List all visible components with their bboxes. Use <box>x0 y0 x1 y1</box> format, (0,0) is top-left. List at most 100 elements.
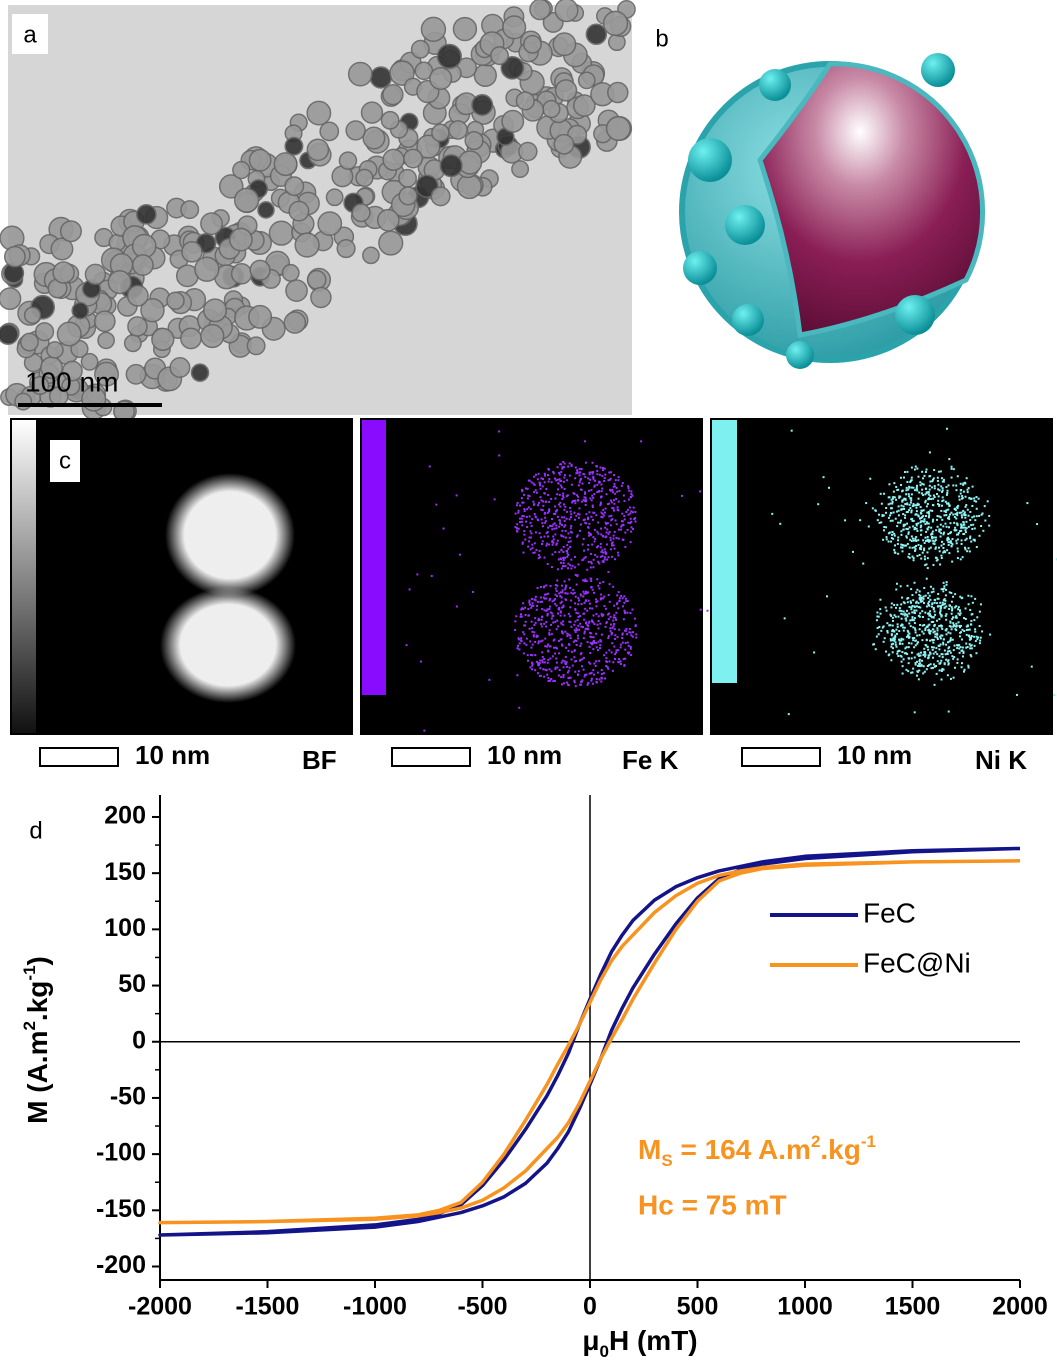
eds-dot <box>614 637 617 640</box>
eds-dot <box>919 517 922 520</box>
eds-dot <box>926 511 929 514</box>
eds-dot <box>940 669 943 672</box>
eds-dot <box>940 625 943 628</box>
eds-dot <box>580 665 583 668</box>
eds-dot <box>552 639 555 642</box>
eds-dot <box>946 549 949 552</box>
eds-dot <box>546 673 549 676</box>
particle <box>382 148 405 172</box>
eds-dot <box>967 547 970 550</box>
eds-dot <box>932 587 935 590</box>
eds-dot <box>535 636 538 639</box>
eds-dot <box>563 462 566 465</box>
eds-dot <box>903 507 906 510</box>
eds-dot <box>899 495 902 498</box>
eds-dot <box>925 644 928 647</box>
eds-dot <box>897 655 900 658</box>
eds-dot <box>554 497 557 500</box>
eds-dot <box>569 634 572 637</box>
eds-dot <box>562 556 565 559</box>
eds-dot <box>912 639 915 642</box>
eds-dot <box>944 522 947 525</box>
eds-dot <box>953 507 956 510</box>
eds-dot <box>583 618 586 621</box>
eds-dot <box>532 635 535 638</box>
eds-dot <box>939 635 942 638</box>
eds-dot <box>542 596 545 599</box>
eds-dot <box>578 628 581 631</box>
eds-dot <box>947 710 950 713</box>
eds-dot <box>891 628 894 631</box>
eds-dot <box>547 658 550 661</box>
eds-dot <box>567 684 570 687</box>
eds-dot <box>581 658 584 661</box>
eds-dot <box>624 648 627 651</box>
eds-dot <box>621 512 624 515</box>
eds-dot <box>931 646 934 649</box>
eds-dot <box>906 480 909 483</box>
eds-dot <box>631 631 634 634</box>
eds-dot <box>896 625 899 628</box>
eds-dot <box>634 510 637 513</box>
particle <box>107 270 132 295</box>
eds-dot <box>518 642 521 645</box>
eds-dot <box>548 608 551 611</box>
panel-label: d <box>29 817 42 844</box>
eds-dot <box>583 518 586 521</box>
eds-dot <box>779 522 782 525</box>
eds-dot <box>604 625 607 628</box>
eds-dot <box>548 668 551 671</box>
eds-dot <box>947 543 950 546</box>
eds-dot <box>587 544 590 547</box>
eds-dot <box>599 639 602 642</box>
eds-dot <box>618 597 621 600</box>
eds-dot <box>627 485 630 488</box>
eds-dot <box>891 624 894 627</box>
eds-dot <box>897 488 900 491</box>
eds-dot <box>519 615 522 618</box>
eds-dot <box>871 507 874 510</box>
eds-dot <box>566 592 569 595</box>
x-label-part: H (mT) <box>609 1325 698 1356</box>
eds-dot <box>964 531 967 534</box>
eds-dot <box>544 474 547 477</box>
eds-dot <box>900 612 903 615</box>
eds-dot <box>630 520 633 523</box>
eds-dot <box>615 649 618 652</box>
eds-dot <box>611 488 614 491</box>
eds-dot <box>596 600 599 603</box>
eds-dot <box>973 635 976 638</box>
eds-dot <box>910 540 913 543</box>
eds-dot <box>544 521 547 524</box>
eds-dot <box>626 641 629 644</box>
eds-dot <box>896 652 899 655</box>
eds-dot <box>516 501 519 504</box>
eds-dot <box>932 616 935 619</box>
eds-dot <box>903 497 906 500</box>
eds-dot <box>527 545 530 548</box>
eds-dot <box>523 533 526 536</box>
eds-dot <box>941 490 944 493</box>
eds-dot <box>964 516 967 519</box>
eds-dot <box>897 509 900 512</box>
eds-dot <box>552 541 555 544</box>
x-tick-label: 2000 <box>992 1293 1048 1321</box>
eds-dot <box>615 611 618 614</box>
eds-dot <box>554 597 557 600</box>
eds-dot <box>970 644 973 647</box>
eds-dot <box>907 642 910 645</box>
eds-dot <box>619 643 622 646</box>
eds-dot <box>602 508 605 511</box>
eds-dot <box>577 603 580 606</box>
eds-dot <box>928 623 931 626</box>
eds-dot <box>613 657 616 660</box>
eds-dot <box>613 623 616 626</box>
eds-dot <box>532 551 535 554</box>
eds-dot <box>959 595 962 598</box>
eds-dot <box>940 614 943 617</box>
eds-dot <box>895 582 898 585</box>
eds-dot <box>546 608 549 611</box>
eds-dot <box>592 558 595 561</box>
eds-dot <box>592 673 595 676</box>
eds-dot <box>572 588 575 591</box>
